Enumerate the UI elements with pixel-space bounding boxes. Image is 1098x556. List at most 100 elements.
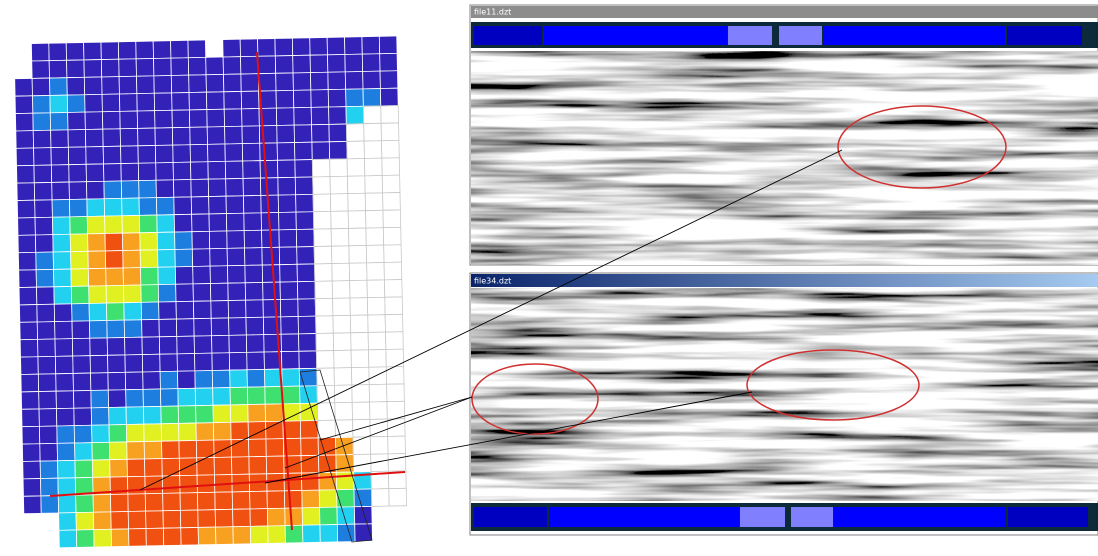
map-cell <box>347 192 366 212</box>
map-cell <box>207 160 227 180</box>
map-cell <box>195 422 215 441</box>
map-cell <box>176 335 195 355</box>
map-cell <box>369 436 389 455</box>
map-cell <box>55 390 75 409</box>
map-cell <box>87 267 107 287</box>
map-cell <box>284 507 303 527</box>
map-cell <box>265 438 285 457</box>
map-cell <box>152 40 172 59</box>
map-cell <box>347 210 367 229</box>
map-cell <box>103 197 123 217</box>
map-cell <box>155 179 175 199</box>
map-cell <box>336 523 356 543</box>
map-cell <box>172 161 192 181</box>
map-cell <box>33 147 52 166</box>
map-cell <box>31 77 51 97</box>
map-cell <box>275 107 295 126</box>
map-cell <box>380 122 400 142</box>
map-cell <box>347 175 366 195</box>
map-cell <box>37 373 57 392</box>
map-cell <box>178 440 198 459</box>
map-cell <box>100 58 120 78</box>
map-cell <box>86 180 105 200</box>
map-cell <box>142 388 162 408</box>
map-cell <box>16 199 36 219</box>
map-cell <box>56 425 75 444</box>
map-cell <box>140 301 160 321</box>
map-cell <box>361 53 381 72</box>
radargram <box>471 51 1098 265</box>
map-cell <box>205 56 224 76</box>
map-cell <box>351 384 370 403</box>
map-cell <box>224 125 243 145</box>
map-cell <box>368 383 388 403</box>
map-cell <box>350 332 369 351</box>
map-cell <box>243 195 262 214</box>
map-cell <box>170 74 190 94</box>
map-cell <box>344 53 364 73</box>
map-cell <box>364 192 384 212</box>
map-cell <box>382 209 402 229</box>
map-cell <box>215 526 234 545</box>
map-cell <box>127 493 147 512</box>
map-cell <box>197 491 216 511</box>
map-cell <box>284 524 304 544</box>
map-cell <box>157 249 176 268</box>
map-cell <box>87 250 107 270</box>
map-cell <box>259 159 279 179</box>
map-cell <box>75 494 94 514</box>
map-cell <box>383 261 403 281</box>
map-cell <box>175 283 194 303</box>
map-cell <box>274 55 294 74</box>
map-cell <box>312 176 331 195</box>
map-cell <box>23 495 42 515</box>
map-cell <box>315 350 335 369</box>
window-bottom: file34.dzt <box>469 272 1098 536</box>
map-cell <box>208 195 227 215</box>
map-cell <box>229 369 248 388</box>
map-cell <box>35 269 55 288</box>
map-cell <box>118 75 138 95</box>
map-cell <box>22 478 42 497</box>
map-cell <box>101 93 121 113</box>
map-cell <box>241 142 261 162</box>
map-cell <box>120 180 140 199</box>
map-cell <box>345 88 364 108</box>
map-cell <box>209 265 229 284</box>
map-cell <box>381 157 401 176</box>
map-cell <box>245 316 265 336</box>
map-cell <box>71 320 91 340</box>
map-cell <box>65 42 85 61</box>
map-cell <box>157 283 177 303</box>
map-cell <box>379 52 398 72</box>
map-cell <box>160 423 180 442</box>
map-cell <box>119 93 138 112</box>
map-cell <box>206 91 225 110</box>
map-cell <box>344 36 363 55</box>
map-cell <box>197 509 216 528</box>
map-cell <box>143 405 162 425</box>
map-cell <box>301 489 320 509</box>
map-cell <box>367 314 386 333</box>
map-cell <box>310 106 330 126</box>
map-cell <box>52 216 71 236</box>
map-cell <box>193 317 212 337</box>
toolbar-segment <box>474 26 542 45</box>
map-cell <box>32 129 52 149</box>
map-cell <box>345 123 365 142</box>
map-cell <box>386 383 405 403</box>
map-cell <box>16 165 35 184</box>
map-cell <box>353 488 373 508</box>
map-cell <box>158 336 178 355</box>
map-cell <box>138 197 158 216</box>
map-cell <box>110 493 129 513</box>
map-cell <box>171 109 191 129</box>
map-cell <box>348 262 368 282</box>
map-cell <box>364 157 383 177</box>
map-cell <box>67 111 86 131</box>
map-cell <box>241 125 261 145</box>
map-cell <box>331 280 351 299</box>
map-cell <box>162 492 181 512</box>
map-cell <box>36 303 56 323</box>
map-cell <box>311 158 331 178</box>
